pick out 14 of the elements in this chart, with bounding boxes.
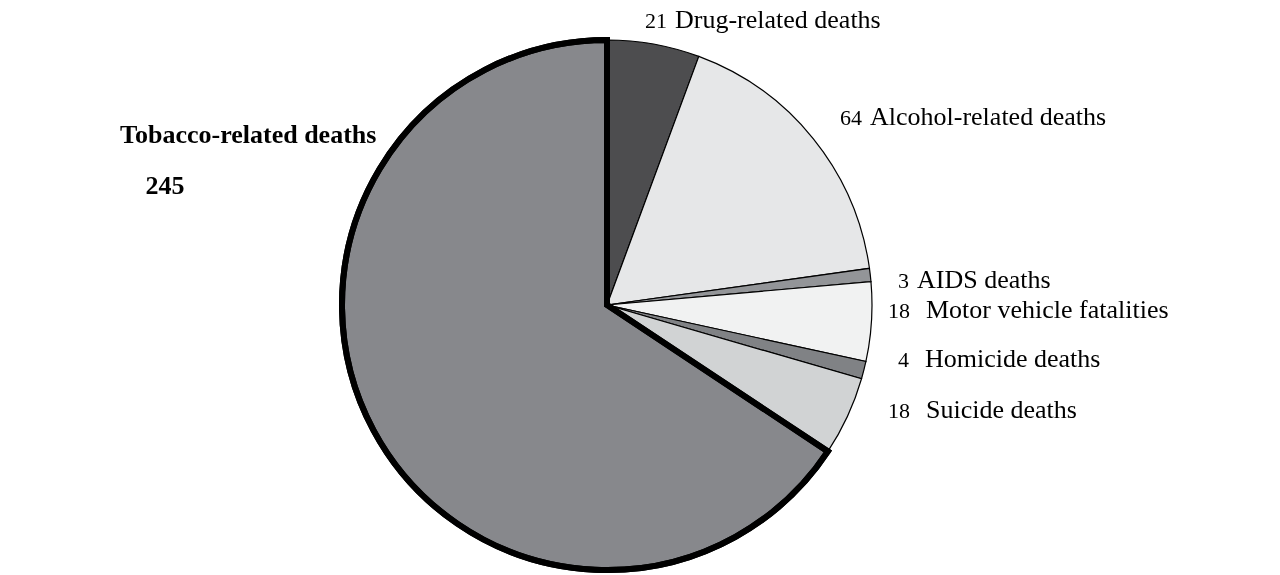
data-label: 64	[840, 105, 862, 130]
slice-label: Drug-related deaths	[675, 5, 881, 34]
slice-label: Alcohol-related deaths	[870, 102, 1107, 131]
slice-label: Homicide deaths	[925, 344, 1101, 373]
slice-label: Motor vehicle fatalities	[926, 295, 1169, 324]
data-label: 3	[898, 268, 909, 293]
slice-label: AIDS deaths	[917, 265, 1051, 294]
data-label: 18	[888, 398, 910, 423]
data-label: 4	[898, 347, 909, 372]
slice-label: Suicide deaths	[926, 395, 1077, 424]
data-label: 18	[888, 298, 910, 323]
slice-label: Tobacco-related deaths	[120, 120, 377, 149]
data-label: 245	[145, 171, 185, 200]
data-label: 21	[645, 8, 667, 33]
